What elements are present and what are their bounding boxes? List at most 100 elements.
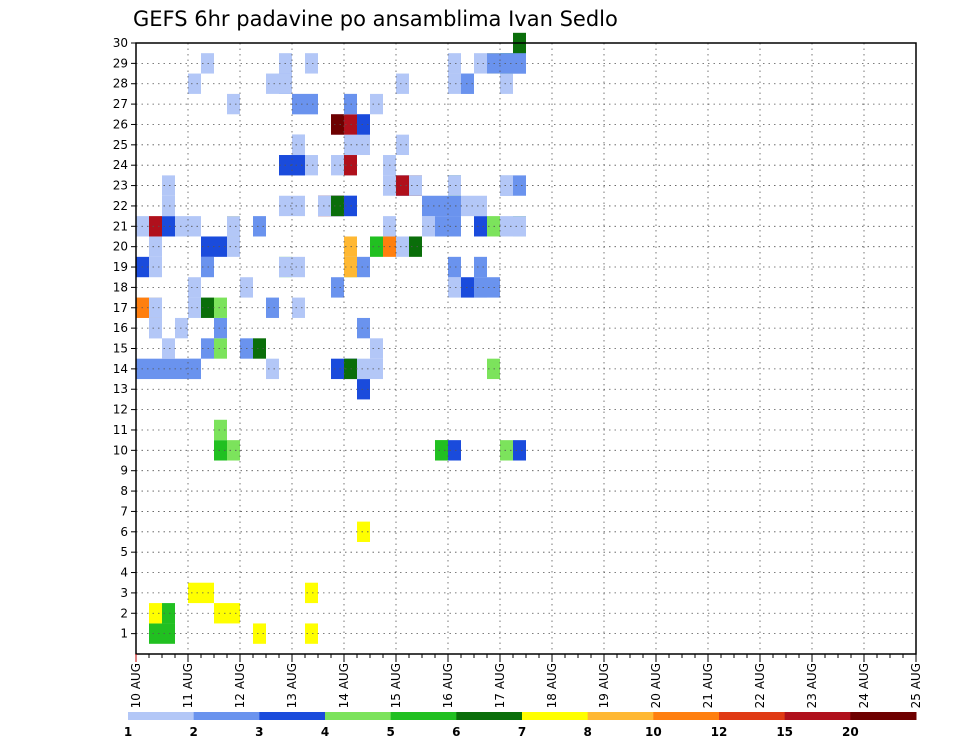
heatmap-cell-17: [214, 440, 227, 461]
heatmap-cell-124: [409, 175, 422, 196]
heatmap-cell-99: [149, 216, 162, 237]
heatmap-cell-51: [149, 317, 162, 339]
heatmap-cell-116: [331, 195, 344, 217]
y-tick-label-4: 4: [120, 566, 128, 580]
heatmap-cell-146: [292, 134, 305, 156]
colorbar-swatch: [653, 712, 720, 720]
colorbar-swatch: [522, 712, 589, 720]
heatmap-cell-119: [448, 195, 461, 217]
x-tick-label: 13 AUG: [285, 663, 299, 708]
heatmap-cell-41: [370, 358, 383, 380]
heatmap-cell-42: [162, 338, 175, 359]
heatmap-cell-85: [370, 236, 383, 257]
x-tick-label: 19 AUG: [597, 663, 611, 708]
y-tick-label-16: 16: [113, 321, 128, 335]
colorbar-swatch: [719, 712, 786, 720]
y-tick-label-6: 6: [120, 525, 128, 539]
heatmap-cell-1: [162, 623, 175, 644]
heatmap-cell-59: [188, 277, 201, 298]
heatmap-cell-50: [357, 317, 370, 339]
heatmap-cell-95: [474, 216, 487, 237]
heatmap-cell-101: [162, 195, 175, 217]
heatmap-cell-87: [188, 216, 201, 237]
heatmap-cell-160: [305, 93, 318, 115]
heatmap-cell-127: [500, 175, 513, 196]
heatmap-cell-93: [435, 216, 448, 237]
y-tick-label-28: 28: [113, 77, 128, 91]
heatmap-cell-122: [396, 175, 409, 196]
colorbar-swatch: [128, 712, 195, 720]
heatmap-cell-172: [396, 73, 409, 94]
heatmap-cell-183: [500, 53, 513, 74]
colorbar-label: 12: [711, 725, 728, 739]
colorbar-label: 1: [124, 725, 132, 739]
colorbar-label: 3: [255, 725, 263, 739]
heatmap-cell-10: [357, 521, 370, 542]
x-axis: 10 AUG 11 AUG 12 AUG 13 AUG 14 AUG 15 AUG 16 A…: [129, 654, 923, 708]
colorbar-label: 5: [386, 725, 394, 739]
x-tick-label: 23 AUG: [805, 663, 819, 708]
x-tick-label: 18 AUG: [545, 663, 559, 708]
heatmap-cell-88: [227, 216, 240, 237]
heatmap-cell-4: [188, 582, 201, 604]
x-tick-label: 14 AUG: [337, 663, 351, 708]
y-tick-label-11: 11: [113, 423, 128, 437]
y-tick-label-10: 10: [113, 443, 128, 457]
y-tick-label-7: 7: [120, 504, 128, 518]
heatmap-cell-19: [214, 419, 227, 441]
y-tick-label-15: 15: [113, 342, 128, 356]
heatmap-cell-9: [305, 582, 318, 604]
x-tick-label: 15 AUG: [389, 663, 403, 708]
y-tick-label-9: 9: [120, 464, 128, 478]
colorbar-swatch: [390, 712, 457, 720]
colorbar-swatch: [193, 712, 260, 720]
y-tick-label-20: 20: [113, 240, 128, 254]
heatmap-cell-78: [227, 236, 240, 257]
heatmap-cell-69: [357, 256, 370, 278]
heatmap-cell-57: [292, 297, 305, 318]
colorbar-swatch: [587, 712, 654, 720]
heatmap-cell-136: [331, 155, 344, 176]
colorbar-label: 10: [645, 725, 662, 739]
heatmap-cell-18: [227, 440, 240, 461]
y-tick-label-23: 23: [113, 179, 128, 193]
x-tick-label: 25 AUG: [909, 663, 923, 708]
heatmap-cell-28: [357, 379, 370, 400]
heatmap-cell-161: [227, 93, 240, 115]
heatmap-cell-162: [370, 93, 383, 115]
heatmap-cell-36: [188, 358, 201, 380]
heatmap-cell-2: [162, 603, 175, 624]
heatmap-cell-13: [448, 440, 461, 461]
heatmap-cell-156: [357, 114, 370, 135]
colorbar-label: 2: [189, 725, 197, 739]
heatmap-cell-63: [474, 277, 487, 298]
heatmap-cell-71: [474, 256, 487, 278]
heatmap-cell-7: [227, 603, 240, 624]
heatmap-cell-83: [409, 236, 422, 257]
colorbar-label: 7: [518, 725, 526, 739]
heatmap-cell-49: [214, 317, 227, 339]
y-tick-label-27: 27: [113, 97, 128, 111]
colorbar-label: 15: [776, 725, 793, 739]
x-tick-label: 10 AUG: [129, 663, 143, 708]
y-tick-label-1: 1: [120, 627, 128, 641]
y-tick-label-13: 13: [113, 382, 128, 396]
heatmap-cell-61: [448, 277, 461, 298]
heatmap-cell-16: [435, 440, 448, 461]
y-tick-label-19: 19: [113, 260, 128, 274]
heatmap-cell-55: [214, 297, 227, 318]
y-tick-label-24: 24: [113, 158, 128, 172]
heatmap-cell-133: [448, 175, 461, 196]
x-tick-label: 22 AUG: [753, 663, 767, 708]
heatmap-cell-94: [448, 216, 461, 237]
y-tick-label-25: 25: [113, 138, 128, 152]
heatmap-cell-166: [448, 73, 461, 94]
heatmap-cell-171: [500, 73, 513, 94]
heatmap-cell-38: [331, 358, 344, 380]
heatmap-cell-175: [305, 53, 318, 74]
y-tick-label-26: 26: [113, 117, 128, 131]
heatmap-cell-33: [149, 358, 162, 380]
y-tick-label-17: 17: [113, 301, 128, 315]
heatmap-cell-0: [149, 623, 162, 644]
